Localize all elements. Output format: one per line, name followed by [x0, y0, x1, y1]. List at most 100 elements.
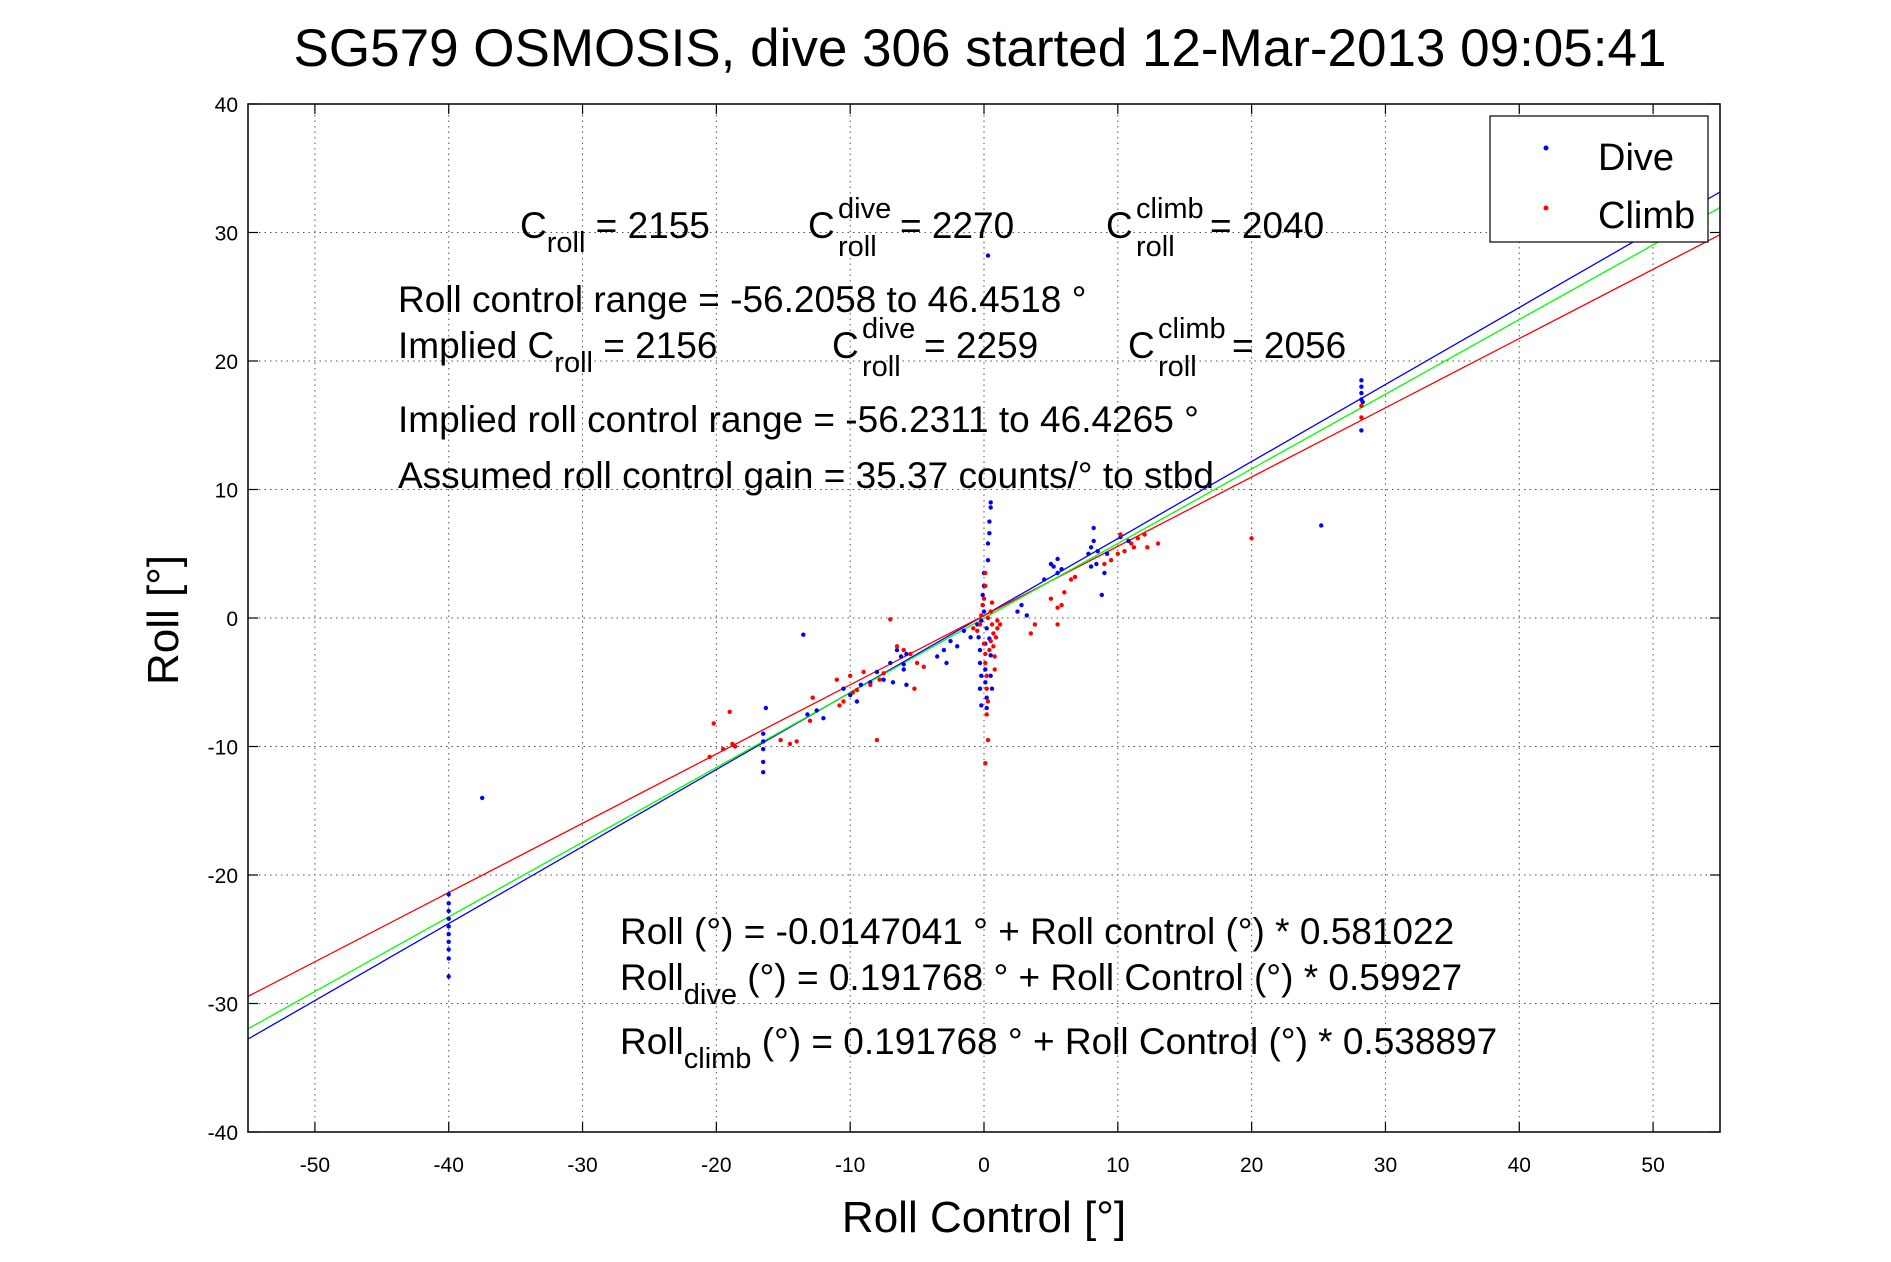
climb-point — [1072, 574, 1078, 580]
y-tick-label: -20 — [208, 865, 238, 888]
dive-point — [814, 708, 819, 713]
climb-point — [989, 600, 995, 605]
equation-climb: Rollclimb (°) = 0.191768 ° + Roll Contro… — [620, 1021, 1497, 1075]
dive-point — [801, 632, 806, 637]
legend: Dive Climb — [1489, 115, 1709, 243]
x-axis-label: Roll Control [°] — [842, 1193, 1126, 1242]
dive-point — [1359, 390, 1364, 396]
climb-point — [1028, 631, 1034, 636]
dive-point — [1051, 564, 1056, 569]
annotation-line-1-climb-sub: roll — [1136, 231, 1175, 263]
x-tick-label: 10 — [1106, 1154, 1129, 1177]
equation-dive: Rolldive (°) = 0.191768 ° + Roll Control… — [620, 957, 1462, 1011]
annotation-line-1: Croll = 2155 — [520, 205, 710, 259]
fit-line — [248, 234, 1720, 997]
climb-point — [980, 602, 985, 608]
dive-point — [446, 931, 451, 937]
dive-point — [979, 618, 984, 623]
climb-point — [861, 669, 866, 675]
dive-point — [894, 647, 900, 653]
dive-point — [977, 647, 983, 653]
y-tick-label: 40 — [215, 94, 238, 117]
climb-point — [1068, 577, 1074, 582]
dive-point — [1091, 525, 1096, 531]
dive-point — [1024, 613, 1030, 618]
climb-point — [794, 739, 799, 744]
climb-point — [985, 615, 991, 621]
climb-point — [834, 677, 839, 682]
climb-point — [984, 686, 989, 691]
climb-point — [854, 687, 860, 693]
x-tick-label: -10 — [835, 1154, 865, 1177]
annotation-line-2: Roll control range = -56.2058 to 46.4518… — [398, 279, 1086, 320]
dive-point — [446, 924, 451, 929]
dive-point — [985, 541, 991, 546]
annotation-line-5: Assumed roll control gain = 35.37 counts… — [398, 455, 1214, 496]
climb-point — [1108, 558, 1114, 563]
climb-point — [983, 651, 988, 657]
dive-point — [1094, 561, 1099, 567]
dive-point — [1086, 551, 1091, 556]
dive-point — [446, 939, 451, 944]
x-tick-label: -40 — [434, 1154, 464, 1177]
climb-point — [1062, 590, 1067, 595]
climb-point — [1059, 602, 1064, 608]
dive-point — [821, 716, 826, 721]
climb-point — [901, 647, 906, 653]
dive-point — [904, 682, 909, 687]
climb-point — [997, 622, 1003, 627]
dive-point — [854, 699, 860, 704]
dive-point — [841, 686, 846, 691]
climb-point — [977, 622, 983, 627]
chart-title: SG579 OSMOSIS, dive 306 started 12-Mar-2… — [294, 19, 1667, 78]
annotation-line-1-climb-val: = 2040 — [1210, 205, 1324, 246]
climb-point — [983, 660, 988, 666]
climb-point — [1102, 561, 1107, 567]
climb-point — [983, 570, 988, 576]
dive-point — [890, 680, 896, 685]
climb-point — [995, 618, 1000, 623]
dive-point — [888, 660, 893, 666]
climb-point — [979, 613, 984, 618]
dive-point — [904, 651, 909, 657]
climb-point — [1032, 622, 1038, 627]
climb-point — [1155, 541, 1161, 546]
annotation-line-1-dive-sup: dive — [838, 193, 891, 225]
climb-point — [881, 671, 886, 676]
dive-point — [961, 628, 967, 633]
climb-point — [1129, 541, 1134, 546]
y-tick-label: 20 — [215, 351, 238, 374]
x-tick-label: 30 — [1374, 1154, 1397, 1177]
climb-point — [778, 737, 783, 743]
dive-point — [980, 592, 985, 598]
y-tick-label: 10 — [215, 480, 238, 503]
dive-point — [944, 660, 949, 666]
dive-point — [761, 746, 766, 752]
climb-point — [1359, 403, 1364, 409]
dive-point — [1055, 556, 1060, 562]
dive-point — [898, 654, 904, 659]
dive-point — [1088, 545, 1094, 550]
dive-point — [446, 916, 451, 921]
y-tick-label: -40 — [208, 1122, 238, 1145]
climb-point — [850, 690, 856, 695]
dive-point — [1042, 577, 1047, 582]
climb-point — [1249, 536, 1254, 541]
annotation-line-3-climb-val: = 2056 — [1232, 325, 1346, 366]
dive-point — [1360, 399, 1365, 405]
dive-point — [984, 705, 989, 711]
dive-point — [1091, 538, 1096, 544]
climb-point — [807, 718, 813, 723]
dive-point — [976, 635, 981, 640]
dive-point — [935, 654, 940, 659]
climb-point — [810, 695, 815, 700]
fit-lines — [248, 191, 1720, 1040]
climb-point — [1131, 545, 1137, 550]
dive-point — [761, 759, 766, 765]
dive-point — [955, 644, 960, 649]
dive-point — [761, 731, 766, 736]
dive-point — [948, 638, 953, 644]
annotation-line-3-climb-sub: roll — [1158, 351, 1197, 383]
x-tick-label: 0 — [978, 1154, 990, 1177]
